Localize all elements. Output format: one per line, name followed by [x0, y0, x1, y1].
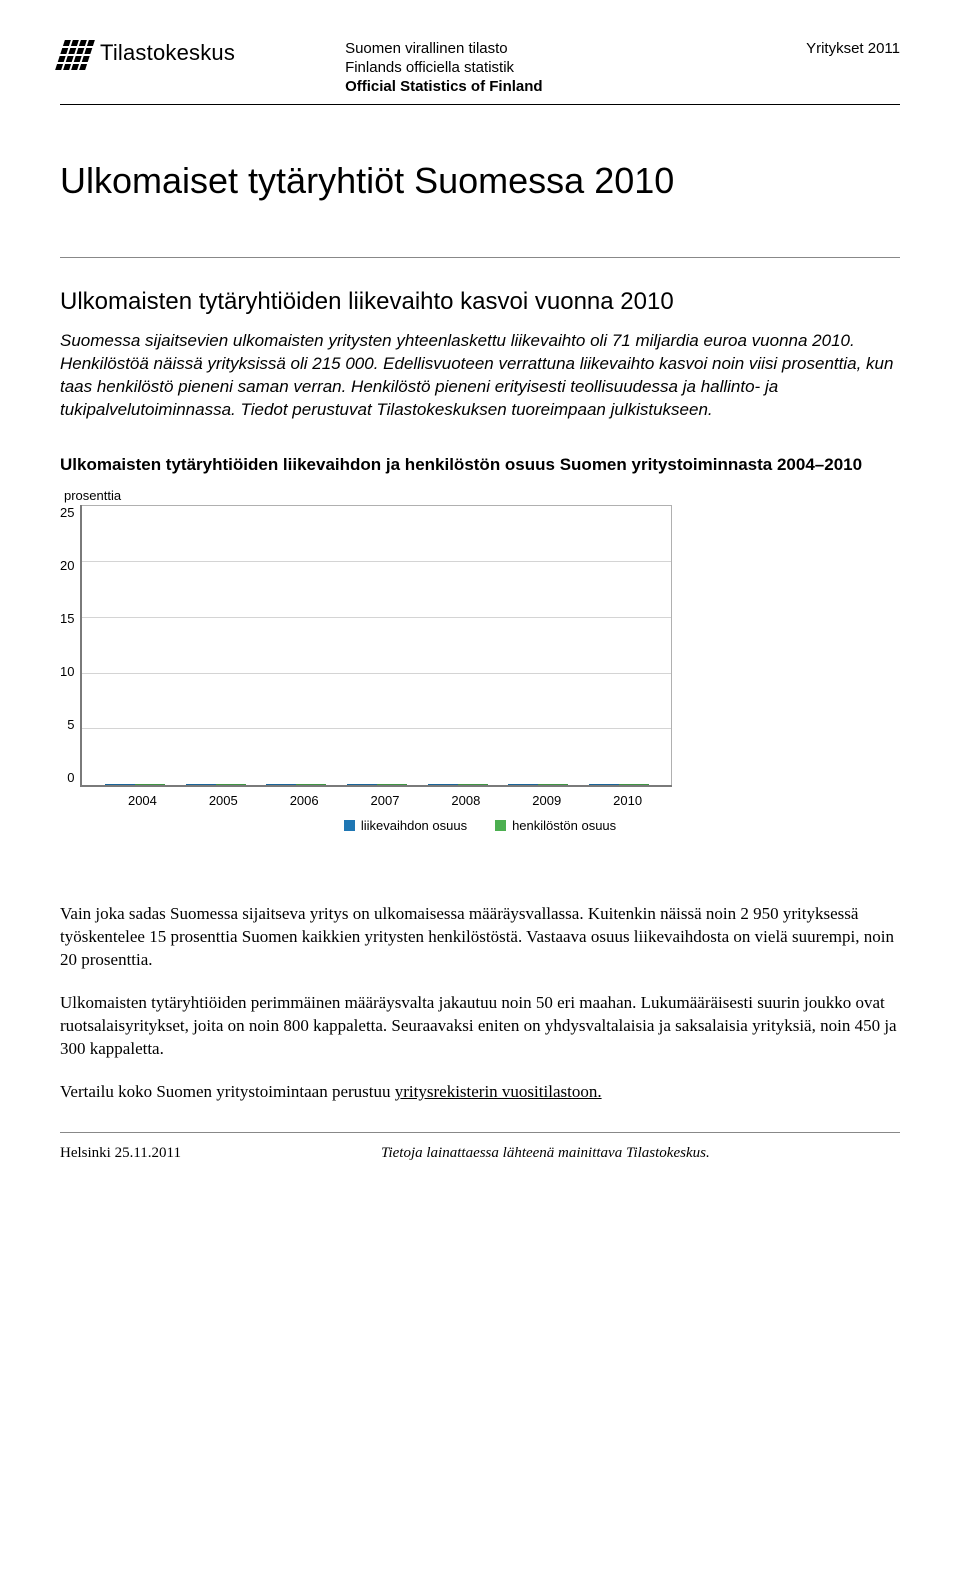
- yritysrekisteri-link[interactable]: yritysrekisterin vuositilastoon.: [395, 1082, 602, 1101]
- legend-swatch-icon: [495, 820, 506, 831]
- bar: [619, 784, 649, 785]
- header: Tilastokeskus Suomen virallinen tilasto …: [60, 40, 900, 96]
- xtick-label: 2004: [102, 787, 183, 808]
- legend-swatch-icon: [344, 820, 355, 831]
- body-paragraph-1: Vain joka sadas Suomessa sijaitseva yrit…: [60, 903, 900, 972]
- body-text: Vain joka sadas Suomessa sijaitseva yrit…: [60, 903, 900, 1104]
- xtick-label: 2007: [345, 787, 426, 808]
- bar-group: [94, 784, 175, 785]
- bar: [105, 784, 135, 785]
- subtitle: Ulkomaisten tytäryhtiöiden liikevaihto k…: [60, 288, 900, 316]
- bar: [135, 784, 165, 785]
- footer-citation: Tietoja lainattaessa lähteenä mainittava…: [381, 1145, 710, 1162]
- footer: Helsinki 25.11.2011 Tietoja lainattaessa…: [60, 1145, 900, 1162]
- legend-item: liikevaihdon osuus: [344, 818, 467, 833]
- body-paragraph-2: Ulkomaisten tytäryhtiöiden perimmäinen m…: [60, 992, 900, 1061]
- page-title: Ulkomaiset tytäryhtiöt Suomessa 2010: [60, 160, 900, 202]
- official-line-en: Official Statistics of Finland: [345, 78, 543, 97]
- bar: [508, 784, 538, 785]
- bar: [186, 784, 216, 785]
- chart-gridlines: [82, 506, 671, 785]
- official-line-sv: Finlands officiella statistik: [345, 59, 543, 78]
- chart-ylabel: prosenttia: [64, 488, 900, 503]
- bar: [266, 784, 296, 785]
- bar-chart: prosenttia 2520151050 200420052006200720…: [60, 488, 900, 833]
- ytick-label: 0: [67, 770, 74, 785]
- official-statistics-block: Suomen virallinen tilasto Finlands offic…: [345, 40, 543, 96]
- bar: [538, 784, 568, 785]
- bar: [377, 784, 407, 785]
- intro-paragraph: Suomessa sijaitsevien ulkomaisten yritys…: [60, 330, 900, 422]
- logo-text: Tilastokeskus: [100, 40, 235, 66]
- ytick-label: 25: [60, 505, 74, 520]
- xtick-label: 2009: [506, 787, 587, 808]
- chart-yaxis: 25 20 15 10 5 0: [60, 505, 80, 785]
- bar: [347, 784, 377, 785]
- bar-group: [337, 784, 418, 785]
- chart-title: Ulkomaisten tytäryhtiöiden liikevaihdon …: [60, 454, 900, 476]
- legend-item: henkilöstön osuus: [495, 818, 616, 833]
- bar: [216, 784, 246, 785]
- footer-divider: [60, 1132, 900, 1133]
- bar-group: [579, 784, 660, 785]
- legend-label: liikevaihdon osuus: [361, 818, 467, 833]
- ytick-label: 10: [60, 664, 74, 679]
- xtick-label: 2006: [264, 787, 345, 808]
- xtick-label: 2010: [587, 787, 668, 808]
- bar-group: [498, 784, 579, 785]
- ytick-label: 15: [60, 611, 74, 626]
- bar-group: [417, 784, 498, 785]
- footer-date: Helsinki 25.11.2011: [60, 1145, 181, 1162]
- legend-label: henkilöstön osuus: [512, 818, 616, 833]
- title-divider: [60, 257, 900, 258]
- ytick-label: 20: [60, 558, 74, 573]
- body-paragraph-3: Vertailu koko Suomen yritystoimintaan pe…: [60, 1081, 900, 1104]
- category-label: Yritykset 2011: [806, 40, 900, 57]
- xtick-label: 2005: [183, 787, 264, 808]
- header-divider: [60, 104, 900, 105]
- bar-group: [175, 784, 256, 785]
- document-page: Tilastokeskus Suomen virallinen tilasto …: [0, 0, 960, 1182]
- logo-icon: [55, 40, 95, 70]
- logo: Tilastokeskus: [60, 40, 235, 70]
- bar: [458, 784, 488, 785]
- chart-legend: liikevaihdon osuus henkilöstön osuus: [60, 818, 900, 833]
- bar-group: [256, 784, 337, 785]
- bar: [428, 784, 458, 785]
- official-line-fi: Suomen virallinen tilasto: [345, 40, 543, 59]
- chart-xaxis: 2004200520062007200820092010: [90, 787, 680, 808]
- ytick-label: 5: [67, 717, 74, 732]
- chart-plot-area: [82, 505, 672, 785]
- link-prefix: Vertailu koko Suomen yritystoimintaan pe…: [60, 1082, 395, 1101]
- bar: [296, 784, 326, 785]
- bar: [589, 784, 619, 785]
- xtick-label: 2008: [425, 787, 506, 808]
